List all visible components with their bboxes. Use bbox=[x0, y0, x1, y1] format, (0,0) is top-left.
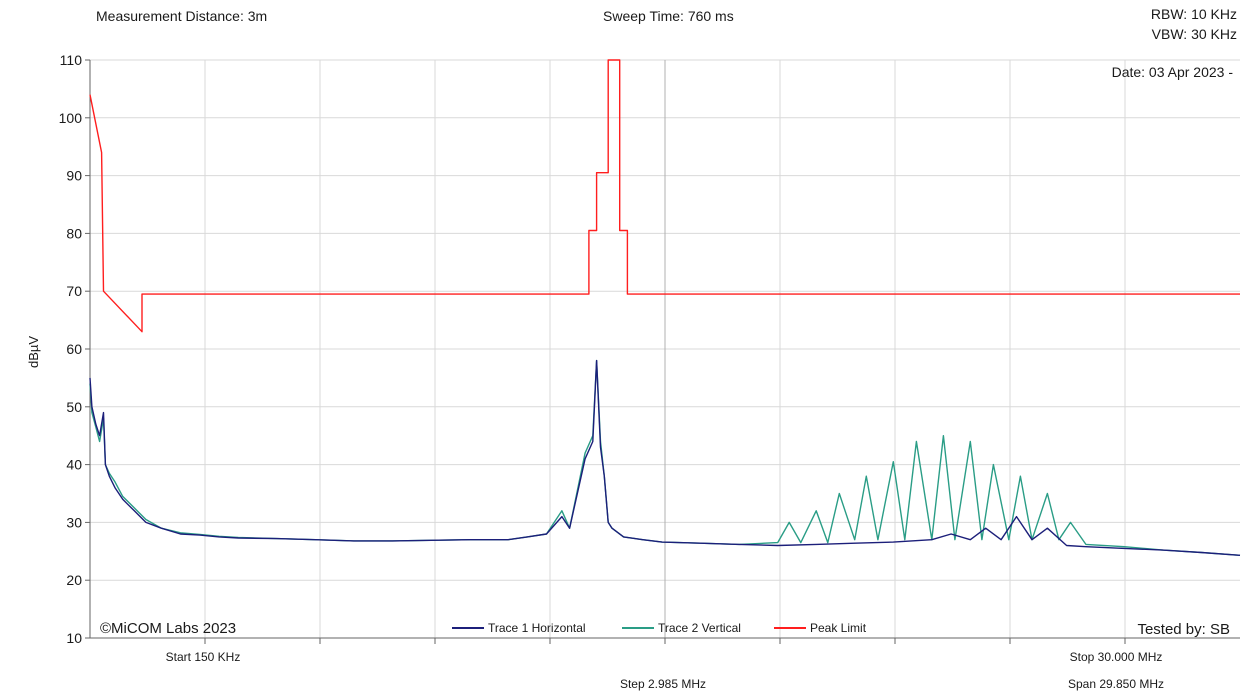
trace1-horizontal-line bbox=[89, 359, 1241, 556]
vbw-value: VBW: 30 KHz bbox=[1151, 26, 1237, 42]
legend-label-limit: Peak Limit bbox=[810, 621, 867, 635]
traces bbox=[89, 59, 1241, 556]
tested-by: Tested by: SB bbox=[1137, 621, 1230, 638]
y-tick-label: 110 bbox=[60, 52, 83, 68]
y-tick-label: 100 bbox=[59, 110, 83, 126]
legend-label-trace1: Trace 1 Horizontal bbox=[488, 621, 586, 635]
y-tick-label: 60 bbox=[66, 341, 82, 357]
y-tick-label: 70 bbox=[66, 283, 82, 299]
y-tick-label: 10 bbox=[66, 630, 82, 646]
legend: Trace 1 Horizontal Trace 2 Vertical Peak… bbox=[452, 621, 867, 635]
peak-limit-line bbox=[89, 59, 1240, 333]
y-axis-label: dBµV bbox=[26, 336, 41, 368]
y-tick-label: 20 bbox=[66, 572, 82, 588]
axes: 10 20 30 40 50 60 70 80 90 100 110 bbox=[59, 52, 1240, 646]
y-tick-label: 80 bbox=[66, 225, 82, 241]
span-frequency: Span 29.850 MHz bbox=[1068, 677, 1164, 691]
stop-frequency: Stop 30.000 MHz bbox=[1070, 650, 1163, 664]
date-label: Date: 03 Apr 2023 - bbox=[1112, 64, 1234, 80]
grid bbox=[90, 59, 1240, 639]
y-tick-label: 30 bbox=[66, 514, 82, 530]
copyright: ©MiCOM Labs 2023 bbox=[100, 620, 236, 637]
sweep-time: Sweep Time: 760 ms bbox=[603, 8, 734, 24]
y-tick-label: 40 bbox=[66, 457, 82, 473]
y-tick-label: 50 bbox=[66, 399, 82, 415]
legend-label-trace2: Trace 2 Vertical bbox=[658, 621, 741, 635]
start-frequency: Start 150 KHz bbox=[166, 650, 241, 664]
measurement-distance: Measurement Distance: 3m bbox=[96, 8, 268, 24]
y-tick-label: 90 bbox=[66, 168, 82, 184]
step-frequency: Step 2.985 MHz bbox=[620, 677, 706, 691]
rbw-value: RBW: 10 KHz bbox=[1150, 6, 1237, 22]
